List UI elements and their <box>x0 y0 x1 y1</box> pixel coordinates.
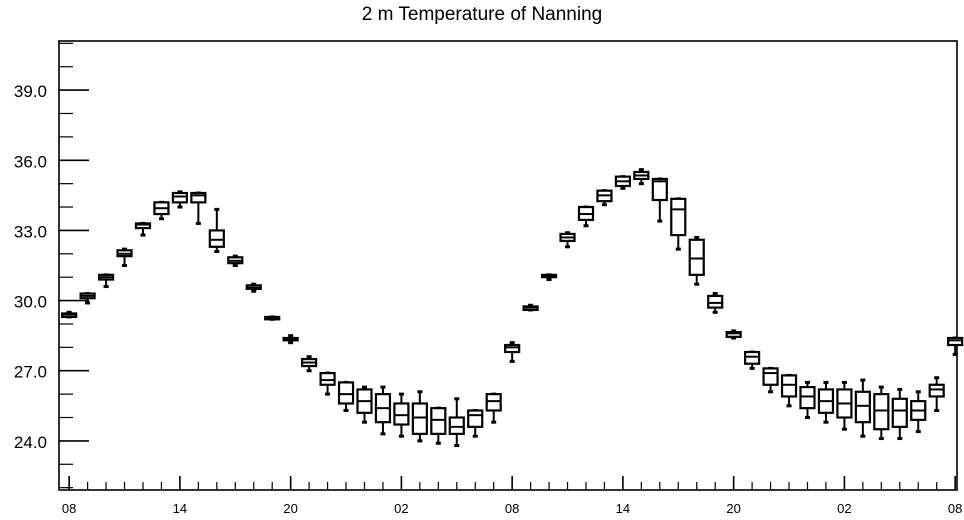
box-hour-24 <box>504 341 521 363</box>
box-body <box>171 191 189 204</box>
box-hour-37 <box>744 350 761 370</box>
box-body <box>448 416 465 435</box>
y-tick-label: 39.0 <box>14 82 47 101</box>
x-tick-label: 08 <box>62 501 76 516</box>
box-hour-6 <box>171 190 189 209</box>
box-body <box>485 393 502 412</box>
box-hour-21 <box>448 397 465 448</box>
box-hour-13 <box>301 355 318 373</box>
box-series <box>61 168 964 448</box>
box-body <box>688 238 705 276</box>
box-hour-22 <box>467 408 484 438</box>
box-hour-40 <box>799 380 816 420</box>
box-hour-41 <box>817 380 835 424</box>
box-hour-45 <box>891 387 908 441</box>
box-hour-23 <box>485 392 502 424</box>
box-body <box>928 383 945 398</box>
box-hour-3 <box>116 247 133 267</box>
box-hour-25 <box>522 303 539 312</box>
box-hour-29 <box>596 189 613 207</box>
x-axis: 08 14 20 02 08 14 20 02 08 <box>62 476 962 516</box>
box-hour-36 <box>725 329 742 340</box>
box-hour-5 <box>153 200 170 221</box>
box-body <box>134 222 152 230</box>
box-hour-8 <box>208 207 225 253</box>
box-hour-18 <box>393 392 410 438</box>
y-tick-label: 30.0 <box>14 293 47 312</box>
box-body <box>430 407 447 435</box>
x-tick-label: 08 <box>948 501 962 516</box>
box-body <box>947 336 964 347</box>
plot-frame <box>58 40 958 491</box>
box-hour-9 <box>227 254 244 267</box>
box-hour-14 <box>319 371 336 396</box>
box-hour-7 <box>190 191 207 225</box>
box-body <box>799 386 816 410</box>
box-hour-48 <box>947 336 964 356</box>
box-body <box>762 367 779 386</box>
box-hour-34 <box>688 235 705 286</box>
box-hour-20 <box>430 406 447 445</box>
box-body <box>891 397 908 428</box>
box-body <box>411 402 428 435</box>
y-tick-label: 36.0 <box>14 152 47 171</box>
box-body <box>190 191 207 204</box>
y-tick-label: 24.0 <box>14 433 47 452</box>
box-hour-31 <box>633 168 650 186</box>
box-hour-26 <box>540 273 558 282</box>
x-tick-label: 20 <box>726 501 740 516</box>
box-hour-1 <box>79 292 96 305</box>
box-hour-38 <box>762 366 779 394</box>
box-hour-28 <box>577 205 595 228</box>
box-hour-39 <box>780 373 798 408</box>
x-tick-label: 02 <box>837 501 851 516</box>
box-body <box>337 381 355 405</box>
box-hour-12 <box>282 334 299 345</box>
x-tick-label: 08 <box>505 501 519 516</box>
box-hour-46 <box>910 390 927 434</box>
box-hour-27 <box>559 231 576 249</box>
box-hour-16 <box>356 385 373 424</box>
box-body <box>780 374 798 398</box>
box-hour-35 <box>707 292 724 314</box>
y-tick-label: 27.0 <box>14 363 47 382</box>
box-hour-11 <box>264 315 281 321</box>
box-hour-43 <box>854 378 871 438</box>
box-body <box>670 197 687 237</box>
box-body <box>725 331 742 338</box>
box-body <box>873 393 890 431</box>
box-body <box>504 343 521 354</box>
box-hour-44 <box>873 385 890 441</box>
box-body <box>208 229 225 248</box>
box-hour-17 <box>374 385 392 436</box>
box-hour-42 <box>836 380 853 431</box>
box-body <box>854 390 871 424</box>
y-axis: 24.0 27.0 30.0 33.0 36.0 39.0 <box>14 42 89 489</box>
box-body <box>744 350 761 365</box>
box-hour-4 <box>134 221 152 237</box>
y-tick-label: 33.0 <box>14 222 47 241</box>
box-hour-33 <box>670 197 687 251</box>
box-body <box>319 371 336 386</box>
box-hour-30 <box>614 175 632 190</box>
box-hour-15 <box>337 380 355 412</box>
x-tick-label: 14 <box>616 501 630 516</box>
x-tick-label: 14 <box>173 501 187 516</box>
box-hour-10 <box>245 282 262 293</box>
box-hour-32 <box>651 177 668 223</box>
box-hour-47 <box>928 376 945 412</box>
x-tick-label: 20 <box>283 501 297 516</box>
box-body <box>707 294 724 309</box>
box-body <box>467 409 484 428</box>
box-body <box>393 402 410 426</box>
box-hour-19 <box>411 390 428 443</box>
box-hour-2 <box>97 273 115 289</box>
box-body <box>651 177 668 202</box>
box-hour-0 <box>61 310 78 319</box>
x-tick-label: 02 <box>394 501 408 516</box>
chart-title: 2 m Temperature of Nanning <box>361 4 603 25</box>
